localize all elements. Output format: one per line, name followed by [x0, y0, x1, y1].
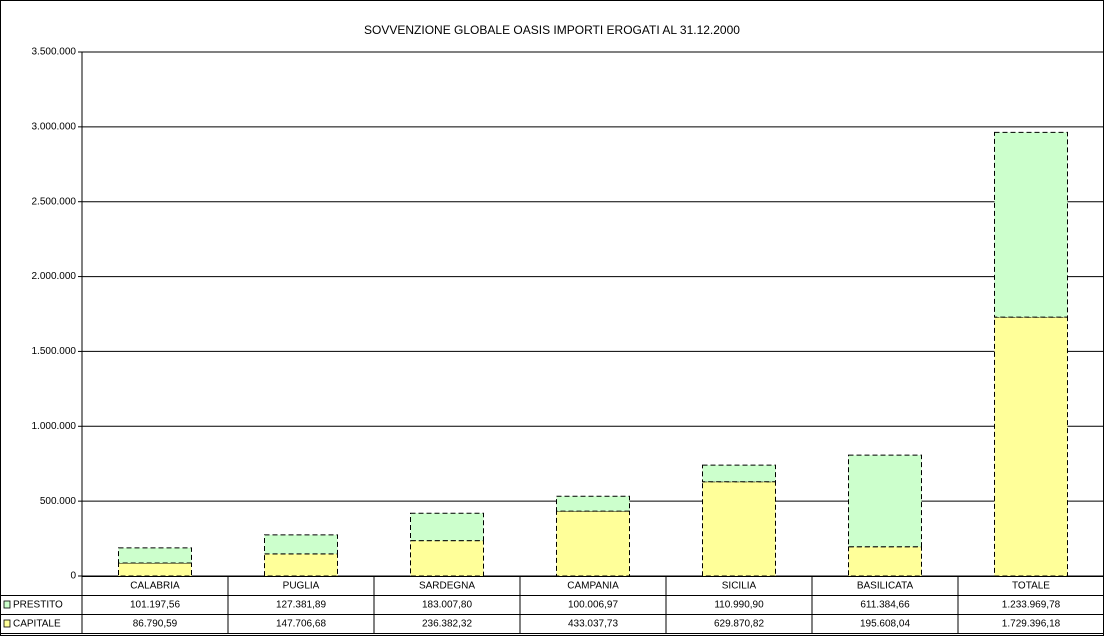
- y-tick-label: 2.500.000: [32, 196, 77, 207]
- bar-segment: [994, 316, 1068, 577]
- x-tick-label: SARDEGNA: [419, 581, 475, 592]
- data-label: 611.384,66: [860, 600, 910, 611]
- bar-segment: [556, 510, 630, 577]
- bar-segment: [264, 534, 338, 555]
- bar-segment: [702, 464, 776, 483]
- y-tick-label: 0: [70, 571, 76, 582]
- x-tick-label: CALABRIA: [130, 581, 180, 592]
- y-tick-label: 500.000: [40, 496, 77, 507]
- bar-segment: [994, 131, 1068, 318]
- bar-segment: [410, 512, 484, 542]
- chart-title: SOVVENZIONE GLOBALE OASIS IMPORTI EROGAT…: [364, 23, 740, 37]
- data-label: 1.233.969,78: [1002, 600, 1061, 611]
- bar-segment: [556, 495, 630, 512]
- legend-key: [3, 600, 11, 609]
- data-label: 183.007,80: [422, 600, 472, 611]
- data-label: 101.197,56: [130, 600, 180, 611]
- x-tick-label: TOTALE: [1012, 581, 1050, 592]
- data-label: 195.608,04: [860, 619, 910, 630]
- data-label: 100.006,97: [568, 600, 618, 611]
- data-label: 110.990,90: [714, 600, 764, 611]
- bar-segment: [702, 481, 776, 577]
- bar-segment: [848, 454, 922, 548]
- x-tick-label: SICILIA: [722, 581, 757, 592]
- bar-segment: [264, 553, 338, 577]
- bar-segment: [848, 546, 922, 577]
- y-tick-label: 3.500.000: [32, 47, 77, 58]
- bar-segment: [118, 547, 192, 564]
- data-label: 147.706,68: [276, 619, 326, 630]
- data-label: 86.790,59: [133, 619, 178, 630]
- y-tick-label: 1.000.000: [32, 421, 77, 432]
- legend-label: CAPITALE: [13, 619, 61, 630]
- data-label: 433.037,73: [568, 619, 618, 630]
- data-label: 629.870,82: [714, 619, 764, 630]
- y-tick-label: 2.000.000: [32, 271, 77, 282]
- y-tick-label: 3.000.000: [32, 121, 77, 132]
- data-label: 236.382,32: [422, 619, 472, 630]
- legend-key: [3, 619, 11, 628]
- data-label: 127.381,89: [276, 600, 326, 611]
- x-tick-label: CAMPANIA: [567, 581, 619, 592]
- x-tick-label: PUGLIA: [283, 581, 320, 592]
- bar-segment: [410, 540, 484, 577]
- data-label: 1.729.396,18: [1002, 619, 1061, 630]
- bar-segment: [118, 562, 192, 577]
- legend-label: PRESTITO: [13, 600, 63, 611]
- x-tick-label: BASILICATA: [857, 581, 914, 592]
- y-tick-label: 1.500.000: [32, 346, 77, 357]
